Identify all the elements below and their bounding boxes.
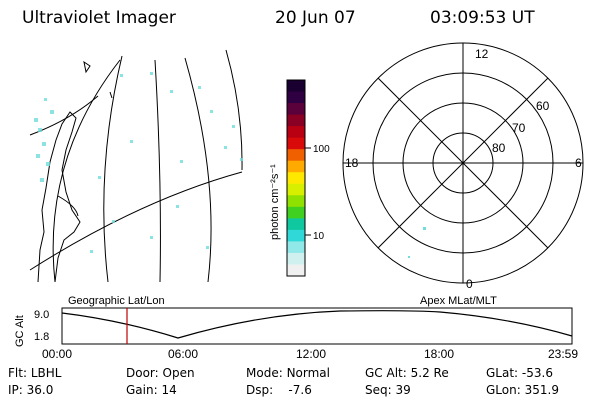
colorbar-cell	[287, 183, 305, 196]
y-tick-label: 1.8	[34, 331, 49, 343]
meridian-line	[52, 59, 121, 283]
x-tick-label: 18:00	[424, 347, 454, 361]
colorbar-cell	[287, 241, 305, 254]
colorbar-tick-label: 10	[313, 231, 325, 242]
colorbar-cell	[287, 149, 305, 162]
lat-label: 60	[536, 99, 550, 113]
info-glat: GLat: -53.6	[486, 366, 553, 380]
colorbar-tick-label: 100	[313, 144, 330, 155]
info-gain: Gain: 14	[126, 383, 177, 397]
info-glon: GLon: 351.9	[486, 383, 559, 397]
colorbar-cell	[287, 80, 305, 93]
info-dsp: Dsp: -7.6	[246, 383, 312, 397]
parallel-line	[29, 95, 99, 136]
geographic-map	[29, 49, 243, 283]
info-seq: Seq: 39	[365, 383, 411, 397]
info-mode: Mode: Normal	[246, 366, 330, 380]
colorbar-cell	[287, 264, 305, 277]
colorbar-cell	[287, 114, 305, 127]
coastline	[37, 111, 81, 283]
mlt-label: 6	[575, 156, 582, 170]
meridian-line	[154, 59, 161, 283]
colorbar-cell	[287, 206, 305, 219]
right-panel-caption: Apex MLat/MLT	[420, 295, 497, 307]
colorbar-cell	[287, 91, 305, 104]
altitude-curve	[61, 310, 573, 339]
x-tick-label: 06:00	[168, 347, 198, 361]
colorbar-cell	[287, 126, 305, 139]
y-axis-label: GC Alt	[14, 315, 26, 347]
info-gc-alt: GC Alt: 5.2 Re	[365, 366, 449, 380]
info-ip: IP: 36.0	[8, 383, 54, 397]
mlt-label: 12	[475, 47, 489, 61]
x-tick-label: 23:59	[548, 347, 578, 361]
colorbar-cell	[287, 137, 305, 150]
colorbar-cell	[287, 252, 305, 265]
altitude-plot: Geographic Lat/Lon Apex MLat/MLT 9.0 1.8…	[14, 295, 578, 361]
lat-label: 80	[492, 141, 506, 155]
x-tick-label: 12:00	[296, 347, 326, 361]
lat-label: 70	[512, 121, 526, 135]
info-filter: Flt: LBHL	[8, 366, 62, 380]
x-tick-label: 00:00	[42, 347, 72, 361]
colorbar: 100 10 photon cm⁻²s⁻¹	[269, 79, 330, 277]
meridian-line	[184, 57, 212, 283]
meridian-line	[103, 55, 123, 283]
emission-points	[34, 72, 243, 253]
header-date: 20 Jun 07	[275, 8, 356, 28]
mlt-label: 18	[345, 156, 359, 170]
colorbar-cell	[287, 172, 305, 185]
parallel-line	[29, 171, 243, 271]
colorbar-unit-label: photon cm⁻²s⁻¹	[269, 164, 281, 240]
mlt-label: 0	[466, 277, 473, 291]
info-door: Door: Open	[126, 366, 195, 380]
colorbar-cell	[287, 103, 305, 116]
polar-plot	[342, 42, 584, 284]
colorbar-cell	[287, 195, 305, 208]
left-panel-caption: Geographic Lat/Lon	[68, 295, 165, 307]
y-tick-label: 9.0	[34, 309, 49, 321]
app-title: Ultraviolet Imager	[22, 8, 176, 28]
header-time: 03:09:53 UT	[430, 8, 535, 28]
colorbar-cell	[287, 218, 305, 231]
colorbar-cell	[287, 160, 305, 173]
colorbar-cell	[287, 229, 305, 242]
